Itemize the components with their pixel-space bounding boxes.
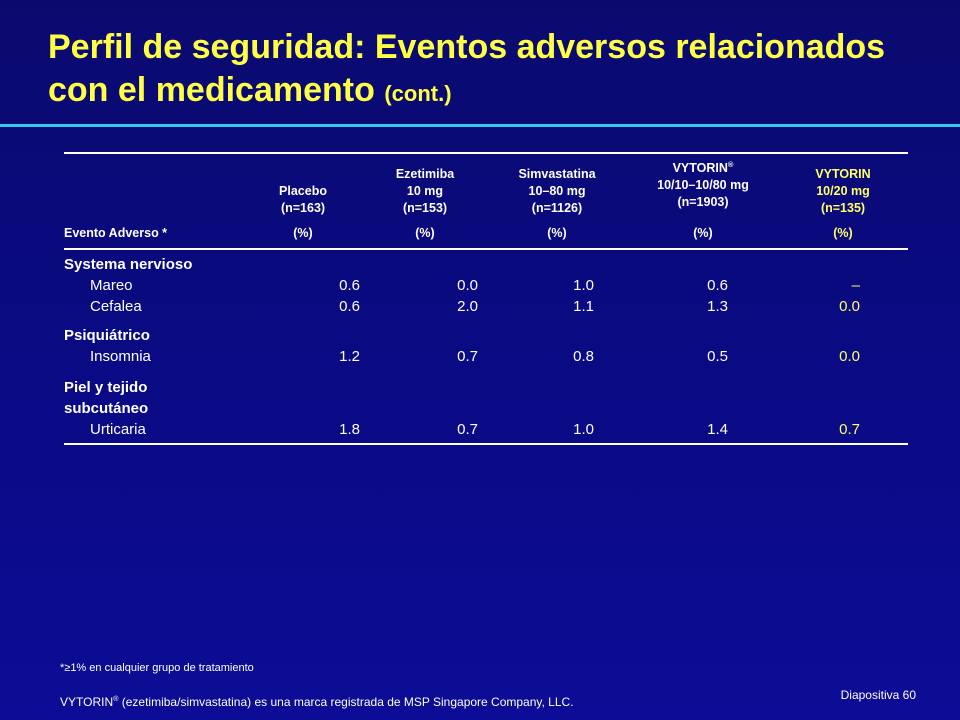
title-divider xyxy=(0,124,960,127)
cell-ezetimiba: 2.0 xyxy=(457,298,478,315)
cell-placebo: 1.2 xyxy=(339,348,360,365)
table-row: Mareo 0.6 0.0 1.0 0.6 – xyxy=(64,275,908,296)
slide-title-main: Perfil de seguridad: Eventos adversos re… xyxy=(48,28,886,109)
event-label: Insomnia xyxy=(90,348,151,365)
group-label: Systema nervioso xyxy=(64,256,193,273)
group-label: Psiquiátrico xyxy=(64,327,150,344)
group-label: Piel y tejido subcutáneo xyxy=(64,379,149,417)
cell-ezetimiba: 0.7 xyxy=(364,419,486,445)
header-event: Evento Adverso * xyxy=(64,152,242,250)
cell-vytorin-range: 1.3 xyxy=(707,298,728,315)
cell-ezetimiba: 0.0 xyxy=(457,277,478,294)
slide-number: Diapositiva 60 xyxy=(840,688,916,702)
group-row-skin: Piel y tejido subcutáneo xyxy=(64,367,908,419)
slide-title-suffix: (cont.) xyxy=(384,81,452,106)
cell-vytorin-10-20: 0.0 xyxy=(839,348,860,365)
cell-placebo: 0.6 xyxy=(339,277,360,294)
cell-ezetimiba: 0.7 xyxy=(457,348,478,365)
cell-placebo: 1.8 xyxy=(242,419,364,445)
cell-placebo: 0.6 xyxy=(339,298,360,315)
header-placebo: Placebo (n=163) (%) xyxy=(242,152,364,250)
table-header-row: Evento Adverso * Placebo (n=163) (%) Eze… xyxy=(64,152,908,250)
event-label: Urticaria xyxy=(64,419,242,445)
cell-vytorin-range: 1.4 xyxy=(628,419,778,445)
cell-vytorin-range: 0.5 xyxy=(707,348,728,365)
cell-vytorin-range: 0.6 xyxy=(707,277,728,294)
cell-simvastatina: 1.0 xyxy=(486,419,628,445)
table-row: Cefalea 0.6 2.0 1.1 1.3 0.0 xyxy=(64,296,908,317)
cell-vytorin-10-20: 0.7 xyxy=(778,419,908,445)
header-vytorin-range: VYTORIN® 10/10–10/80 mg (n=1903) (%) xyxy=(628,152,778,250)
table-footnote: *≥1% en cualquier grupo de tratamiento xyxy=(60,662,254,674)
group-row-psychiatric: Psiquiátrico xyxy=(64,317,908,346)
cell-simvastatina: 1.1 xyxy=(573,298,594,315)
slide-title: Perfil de seguridad: Eventos adversos re… xyxy=(48,26,928,115)
table-row: Insomnia 1.2 0.7 0.8 0.5 0.0 xyxy=(64,346,908,367)
trademark-notice: VYTORIN® (ezetimiba/simvastatina) es una… xyxy=(60,694,574,709)
cell-simvastatina: 1.0 xyxy=(573,277,594,294)
group-row-nervous-system: Systema nervioso xyxy=(64,249,908,275)
cell-vytorin-10-20: 0.0 xyxy=(839,298,860,315)
header-ezetimiba: Ezetimiba 10 mg (n=153) (%) xyxy=(364,152,486,250)
header-simvastatina: Simvastatina 10–80 mg (n=1126) (%) xyxy=(486,152,628,250)
cell-vytorin-10-20: – xyxy=(851,277,860,294)
event-label: Cefalea xyxy=(90,298,142,315)
adverse-events-table: Evento Adverso * Placebo (n=163) (%) Eze… xyxy=(64,152,908,445)
cell-simvastatina: 0.8 xyxy=(573,348,594,365)
header-vytorin-10-20: VYTORIN 10/20 mg (n=135) (%) xyxy=(778,152,908,250)
event-label: Mareo xyxy=(90,277,133,294)
table-row: Urticaria 1.8 0.7 1.0 1.4 0.7 xyxy=(64,419,908,445)
